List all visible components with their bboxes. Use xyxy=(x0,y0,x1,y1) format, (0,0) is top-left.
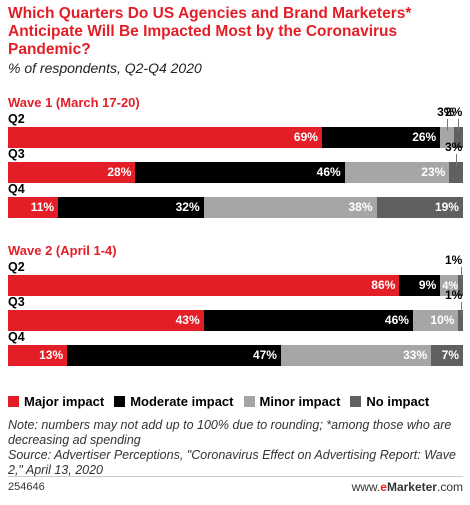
segment-moderate-impact: 9% xyxy=(399,275,441,296)
data-label: 11% xyxy=(30,200,55,214)
callout-label: 2% xyxy=(445,105,463,119)
row-label-w1-q3: Q3 xyxy=(8,147,25,161)
data-label: 69% xyxy=(293,130,318,144)
legend-swatch-major xyxy=(8,396,19,407)
brand-link[interactable]: www.eMarketer.com xyxy=(352,480,463,494)
segment-minor-impact: 10% xyxy=(412,310,459,331)
source-text: Source: Advertiser Perceptions, "Coronav… xyxy=(8,448,456,477)
data-label: 47% xyxy=(252,348,277,362)
brand-name: Marketer xyxy=(386,480,437,494)
data-label: 19% xyxy=(434,200,459,214)
callout-label: 3% xyxy=(445,140,463,154)
bar-w1-q3: 28% 46% 23% xyxy=(8,162,463,183)
data-label: 86% xyxy=(371,278,396,292)
row-label-w2-q4: Q4 xyxy=(8,330,25,344)
bar-w1-q2: 69% 26% xyxy=(8,127,463,148)
data-label: 9% xyxy=(418,278,437,292)
legend-item-moderate: Moderate impact xyxy=(114,394,234,409)
footer-divider xyxy=(8,476,463,477)
chart-id: 254646 xyxy=(8,481,45,493)
segment-moderate-impact: 26% xyxy=(321,127,441,148)
segment-major-impact: 11% xyxy=(8,197,59,218)
bar-w1-q4: 11% 32% 38% 19% xyxy=(8,197,463,218)
row-label-w2-q2: Q2 xyxy=(8,260,25,274)
segment-no-impact xyxy=(458,275,463,296)
callout-leader xyxy=(456,154,458,166)
segment-minor-impact xyxy=(440,127,454,148)
segment-major-impact: 86% xyxy=(8,275,400,296)
row-label-w1-q2: Q2 xyxy=(8,112,25,126)
bar-w2-q4: 13% 47% 33% 7% xyxy=(8,345,463,366)
segment-major-impact: 28% xyxy=(8,162,136,183)
row-label-w1-q4: Q4 xyxy=(8,182,25,196)
legend-item-major: Major impact xyxy=(8,394,104,409)
legend-label-minor: Minor impact xyxy=(259,394,341,409)
segment-no-impact: 7% xyxy=(431,345,463,366)
data-label: 7% xyxy=(441,348,459,362)
legend-swatch-minor xyxy=(243,396,255,407)
wave-label-2: Wave 2 (April 1-4) xyxy=(8,243,117,258)
segment-moderate-impact: 46% xyxy=(203,310,413,331)
legend: Major impact Moderate impact Minor impac… xyxy=(8,394,439,409)
legend-item-minor: Minor impact xyxy=(243,394,341,409)
segment-moderate-impact: 46% xyxy=(135,162,345,183)
data-label: 38% xyxy=(348,200,373,214)
data-label: 10% xyxy=(430,313,455,327)
row-label-w2-q3: Q3 xyxy=(8,295,25,309)
callout-leader xyxy=(447,119,449,131)
segment-major-impact: 13% xyxy=(8,345,68,366)
segment-minor-impact: 38% xyxy=(203,197,377,218)
segment-major-impact: 69% xyxy=(8,127,322,148)
data-label: 26% xyxy=(412,130,437,144)
data-label: 46% xyxy=(384,313,409,327)
segment-moderate-impact: 47% xyxy=(67,345,281,366)
brand-prefix: www. xyxy=(351,480,381,494)
data-label: 28% xyxy=(107,165,132,179)
data-label: 13% xyxy=(39,348,64,362)
data-label: 4% xyxy=(442,280,459,292)
segment-no-impact xyxy=(453,127,463,148)
note-text: Note: numbers may not add up to 100% due… xyxy=(8,418,452,447)
callout-leader xyxy=(460,302,462,314)
data-label: 23% xyxy=(421,165,446,179)
data-label: 43% xyxy=(175,313,200,327)
chart-note: Note: numbers may not add up to 100% due… xyxy=(8,418,463,478)
legend-label-moderate: Moderate impact xyxy=(130,394,234,409)
data-label: 33% xyxy=(403,348,428,362)
data-label: 32% xyxy=(175,200,200,214)
segment-moderate-impact: 32% xyxy=(58,197,204,218)
segment-no-impact xyxy=(449,162,463,183)
callout-leader xyxy=(458,119,460,131)
segment-minor-impact: 23% xyxy=(344,162,450,183)
data-label: 46% xyxy=(316,165,341,179)
wave-label-1: Wave 1 (March 17-20) xyxy=(8,95,140,110)
callout-label: 1% xyxy=(445,253,463,267)
segment-major-impact: 43% xyxy=(8,310,204,331)
segment-no-impact: 19% xyxy=(376,197,463,218)
brand-e: e xyxy=(380,480,387,494)
chart-title: Which Quarters Do US Agencies and Brand … xyxy=(8,5,412,58)
legend-label-none: No impact xyxy=(366,394,430,409)
brand-suffix: .com xyxy=(436,480,463,494)
chart-subtitle: % of respondents, Q2-Q4 2020 xyxy=(8,60,202,76)
callout-label: 3% xyxy=(437,105,455,119)
segment-minor-impact: 33% xyxy=(281,345,432,366)
segment-no-impact xyxy=(458,310,463,331)
callout-leader xyxy=(460,267,462,279)
segment-minor-impact: 4% xyxy=(440,275,459,296)
legend-swatch-moderate xyxy=(114,396,126,407)
bar-w2-q2: 86% 9% 4% xyxy=(8,275,463,296)
legend-item-none: No impact xyxy=(350,394,429,409)
bar-w2-q3: 43% 46% 10% xyxy=(8,310,463,331)
legend-swatch-none xyxy=(350,396,362,407)
legend-label-major: Major impact xyxy=(24,394,105,409)
callout-label: 1% xyxy=(445,288,463,302)
